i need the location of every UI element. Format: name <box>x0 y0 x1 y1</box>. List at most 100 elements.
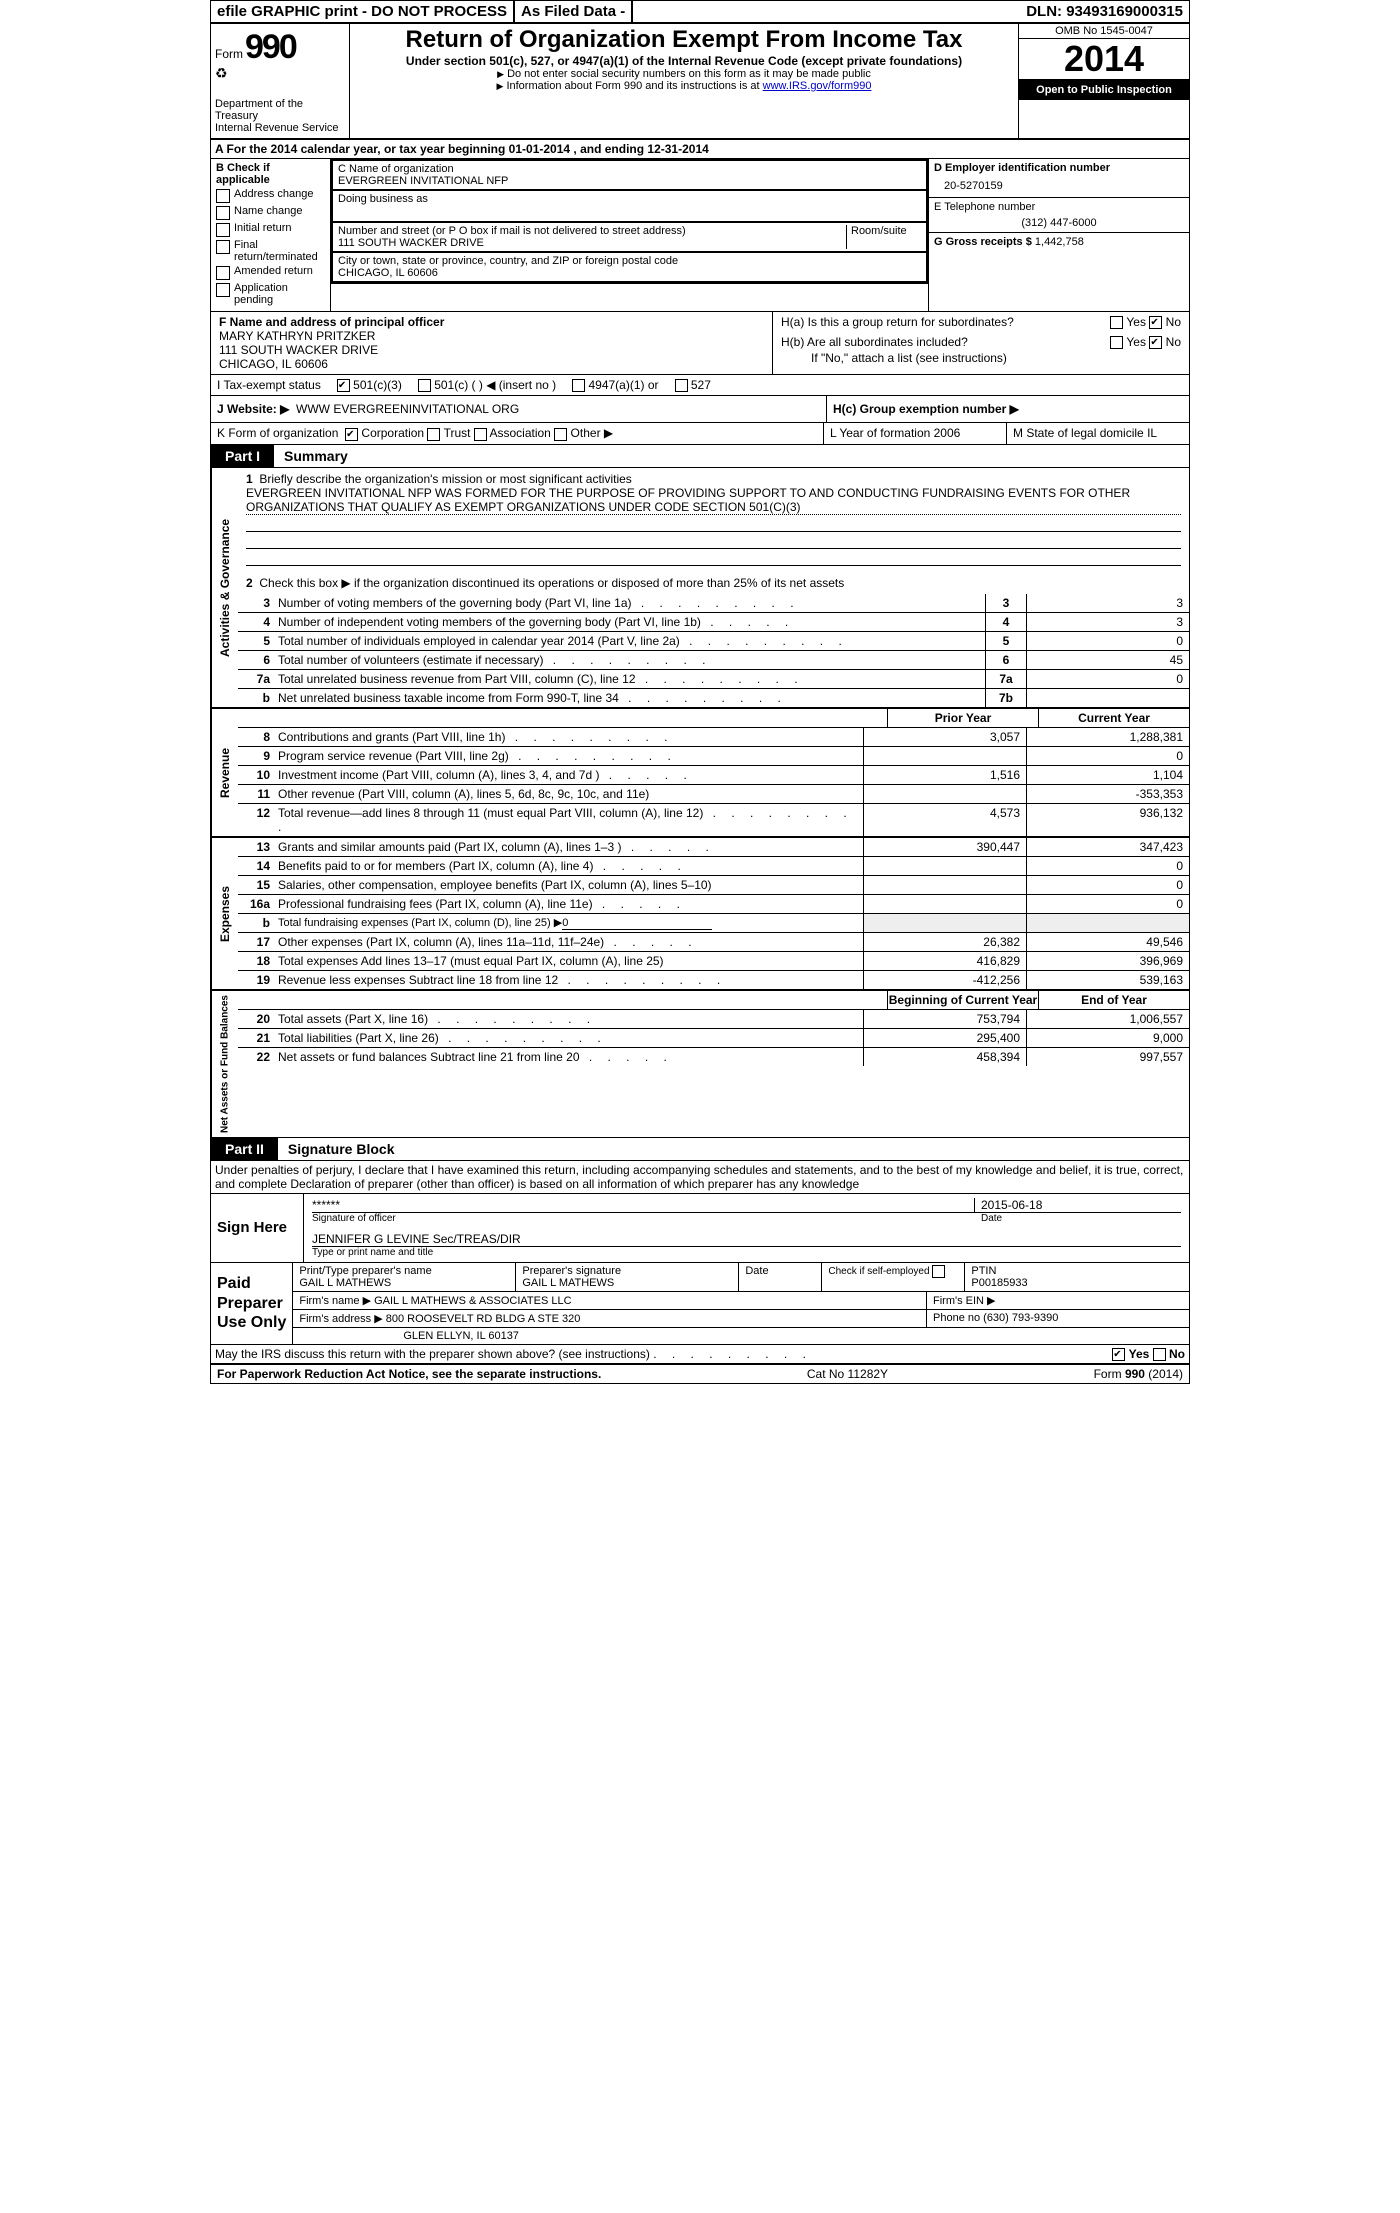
info-prefix: Information about Form 990 and its instr… <box>506 80 762 92</box>
officer-name: MARY KATHRYN PRITZKER <box>219 329 764 343</box>
form-990-page: efile GRAPHIC print - DO NOT PROCESS As … <box>210 0 1190 1384</box>
tel-value: (312) 447-6000 <box>934 213 1184 229</box>
part2-header: Part II Signature Block <box>211 1138 1189 1161</box>
sig-date-label: Date <box>975 1213 1181 1224</box>
check-501c3[interactable] <box>337 379 350 392</box>
net-header: Beginning of Current Year End of Year <box>238 991 1189 1010</box>
prep-sig-label: Preparer's signature <box>522 1265 732 1277</box>
row-i: I Tax-exempt status 501(c)(3) 501(c) ( )… <box>211 375 1189 396</box>
line-5: 5Total number of individuals employed in… <box>238 632 1189 651</box>
part1-tag: Part I <box>211 445 274 467</box>
line-4: 4Number of independent voting members of… <box>238 613 1189 632</box>
check-assoc[interactable] <box>474 428 487 441</box>
form-org-label: K Form of organization <box>217 426 338 440</box>
type-label: Type or print name and title <box>312 1247 433 1258</box>
officer-printed-name: JENNIFER G LEVINE Sec/TREAS/DIR <box>312 1232 521 1246</box>
line-16a: 16aProfessional fundraising fees (Part I… <box>238 895 1189 914</box>
check-other[interactable] <box>554 428 567 441</box>
website-value: WWW EVERGREENINVITATIONAL ORG <box>296 402 519 416</box>
officer-addr2: CHICAGO, IL 60606 <box>219 357 764 371</box>
sign-here-row: Sign Here ****** 2015-06-18 Signature of… <box>211 1194 1189 1263</box>
line-18: 18Total expenses Add lines 13–17 (must e… <box>238 952 1189 971</box>
tax-year-begin: 01-01-2014 <box>509 142 570 156</box>
principal-officer: F Name and address of principal officer … <box>211 312 772 374</box>
checkbox-pending[interactable]: Application pending <box>216 282 325 306</box>
dln: DLN: 93493169000315 <box>1020 1 1189 22</box>
section-bcd: B Check if applicable Address change Nam… <box>211 159 1189 312</box>
line-20: 20Total assets (Part X, line 16)753,7941… <box>238 1010 1189 1029</box>
part2-tag: Part II <box>211 1138 278 1160</box>
col-b-label: B Check if applicable <box>216 162 325 186</box>
line-6: 6Total number of volunteers (estimate if… <box>238 651 1189 670</box>
officer-label: F Name and address of principal officer <box>219 315 444 329</box>
irs-link[interactable]: www.IRS.gov/form990 <box>763 80 872 92</box>
discuss-row: May the IRS discuss this return with the… <box>211 1345 1189 1364</box>
line-9: 9Program service revenue (Part VIII, lin… <box>238 747 1189 766</box>
preparer-section: Paid Preparer Use Only Print/Type prepar… <box>211 1263 1189 1345</box>
tel-label: E Telephone number <box>934 201 1184 213</box>
check-self-employed[interactable] <box>932 1265 945 1278</box>
org-name-label: C Name of organization <box>338 163 921 175</box>
hb-no[interactable] <box>1149 336 1162 349</box>
line-8: 8Contributions and grants (Part VIII, li… <box>238 728 1189 747</box>
net-assets-label: Net Assets or Fund Balances <box>211 991 238 1137</box>
form-number: 990 <box>245 28 296 67</box>
checkbox-initial-return[interactable]: Initial return <box>216 222 325 237</box>
officer-addr1: 111 SOUTH WACKER DRIVE <box>219 343 764 357</box>
line-3: 3Number of voting members of the governi… <box>238 594 1189 613</box>
hb-label: H(b) Are all subordinates included? <box>781 335 968 349</box>
ha-no[interactable] <box>1149 316 1162 329</box>
open-inspection: Open to Public Inspection <box>1019 80 1189 100</box>
arrow-icon <box>497 80 507 92</box>
prior-year-hdr: Prior Year <box>887 709 1038 727</box>
checkbox-address-change[interactable]: Address change <box>216 188 325 203</box>
dba-label: Doing business as <box>338 193 921 205</box>
form-header: Form 990 ♻ Department of the Treasury In… <box>211 24 1189 140</box>
discuss-no[interactable] <box>1153 1348 1166 1361</box>
line-7b: bNet unrelated business taxable income f… <box>238 689 1189 707</box>
check-4947[interactable] <box>572 379 585 392</box>
ha-yes[interactable] <box>1110 316 1123 329</box>
check-corp[interactable] <box>345 428 358 441</box>
row-fh: F Name and address of principal officer … <box>211 312 1189 375</box>
line-2: 2 Check this box ▶ if the organization d… <box>238 572 1189 594</box>
gross-value: 1,442,758 <box>1035 236 1084 248</box>
hb-yes[interactable] <box>1110 336 1123 349</box>
check-527[interactable] <box>675 379 688 392</box>
line-12: 12Total revenue—add lines 8 through 11 (… <box>238 804 1189 836</box>
tax-year: 2014 <box>1019 39 1189 80</box>
net-assets-section: Net Assets or Fund Balances Beginning of… <box>211 991 1189 1138</box>
checkbox-amended[interactable]: Amended return <box>216 265 325 280</box>
section-a-prefix: A For the 2014 calendar year, or tax yea… <box>215 142 509 156</box>
line-11: 11Other revenue (Part VIII, column (A), … <box>238 785 1189 804</box>
col-d: D Employer identification number 20-5270… <box>929 159 1189 311</box>
header-left: Form 990 ♻ Department of the Treasury In… <box>211 24 350 138</box>
ptin-label: PTIN <box>971 1265 1183 1277</box>
line-22: 22Net assets or fund balances Subtract l… <box>238 1048 1189 1066</box>
line-16b: bTotal fundraising expenses (Part IX, co… <box>238 914 1189 933</box>
check-501c[interactable] <box>418 379 431 392</box>
prep-name: GAIL L MATHEWS <box>299 1277 509 1289</box>
footer: For Paperwork Reduction Act Notice, see … <box>211 1364 1189 1383</box>
org-city: CHICAGO, IL 60606 <box>338 267 921 279</box>
prep-name-label: Print/Type preparer's name <box>299 1265 509 1277</box>
org-name: EVERGREEN INVITATIONAL NFP <box>338 175 921 187</box>
officer-sig: ****** <box>312 1198 974 1212</box>
firm-addr: 800 ROOSEVELT RD BLDG A STE 320 <box>386 1313 581 1325</box>
revenue-label: Revenue <box>211 709 238 836</box>
governance-label: Activities & Governance <box>211 468 238 707</box>
ein-label: D Employer identification number <box>934 162 1184 174</box>
line-21: 21Total liabilities (Part X, line 26)295… <box>238 1029 1189 1048</box>
checkbox-final-return[interactable]: Final return/terminated <box>216 239 325 263</box>
prep-sig: GAIL L MATHEWS <box>522 1277 732 1289</box>
checkbox-name-change[interactable]: Name change <box>216 205 325 220</box>
tax-year-end: 12-31-2014 <box>647 142 708 156</box>
hb-note: If "No," attach a list (see instructions… <box>781 351 1181 365</box>
col-c: C Name of organization EVERGREEN INVITAT… <box>331 159 929 311</box>
discuss-yes[interactable] <box>1112 1348 1125 1361</box>
ein-value: 20-5270159 <box>934 174 1184 194</box>
governance-section: Activities & Governance 1 Briefly descri… <box>211 468 1189 709</box>
sig-officer-label: Signature of officer <box>312 1213 975 1224</box>
check-trust[interactable] <box>427 428 440 441</box>
preparer-label: Paid Preparer Use Only <box>211 1263 293 1344</box>
